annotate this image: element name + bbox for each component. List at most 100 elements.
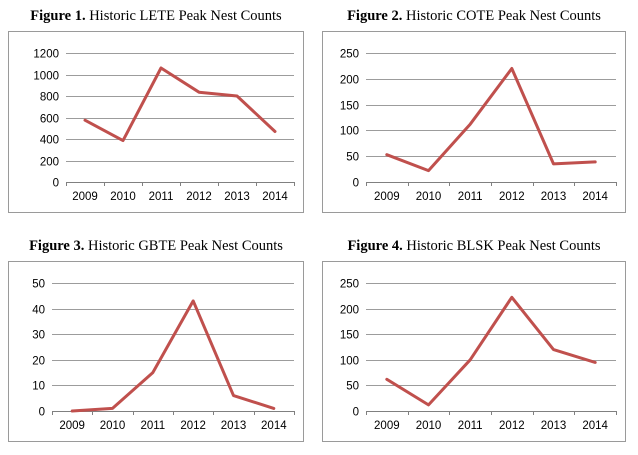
figure-number: Figure 2. (347, 8, 403, 24)
chart-panel-1: Figure 1. Historic LETE Peak Nest Counts… (8, 3, 304, 213)
y-tick-label: 250 (340, 279, 359, 291)
x-tick-label: 2009 (72, 191, 98, 203)
chart-title-text: Historic COTE Peak Nest Counts (406, 8, 601, 24)
y-tick-label: 1000 (33, 71, 59, 83)
line-chart-lete: 0 200 400 600 800 1000 1200 2009 2010 2011 2012 201… (33, 49, 295, 203)
line-chart-blsk: 0 50 100 150 200 250 2009 2010 2011 2012 2013 2014 (340, 279, 617, 432)
chart-title: Figure 4. Historic BLSK Peak Nest Counts (322, 233, 626, 259)
x-tick-label: 2014 (261, 420, 287, 432)
x-tick-label: 2009 (374, 191, 400, 203)
x-tick-label: 2014 (582, 191, 608, 203)
y-tick-label: 50 (346, 381, 359, 393)
chart-title: Figure 2. Historic COTE Peak Nest Counts (322, 3, 626, 29)
x-tick-label: 2013 (224, 191, 250, 203)
x-tick-label: 2010 (416, 191, 442, 203)
y-tick-label: 150 (340, 101, 359, 113)
y-tick-label: 800 (40, 92, 59, 104)
data-point (232, 394, 235, 397)
y-tick-label: 30 (32, 330, 45, 342)
data-point (111, 407, 114, 410)
chart-panel-2: Figure 2. Historic COTE Peak Nest Counts… (322, 3, 626, 213)
line-chart-gbte: 0 10 20 30 40 50 2009 2010 2011 2012 2013 2014 (32, 279, 295, 432)
y-tick-label: 50 (346, 152, 359, 164)
y-tick-label: 0 (53, 178, 59, 190)
x-tick-label: 2012 (180, 420, 206, 432)
figure-number: Figure 3. (29, 238, 85, 254)
y-tick-label: 10 (32, 381, 45, 393)
x-tick-label: 2011 (458, 420, 483, 432)
y-tick-label: 250 (340, 49, 359, 61)
x-tick-label: 2014 (262, 191, 288, 203)
y-tick-label: 600 (40, 114, 59, 126)
data-point (594, 160, 597, 163)
data-point (151, 371, 154, 374)
series-line (385, 295, 597, 407)
x-tick-label: 2010 (110, 191, 136, 203)
chart-title-text: Historic GBTE Peak Nest Counts (88, 238, 283, 254)
chart-frame: 0 200 400 600 800 1000 1200 2009 2010 2011 2012 201… (8, 31, 304, 213)
chart-title: Figure 3. Historic GBTE Peak Nest Counts (8, 233, 304, 259)
data-point (385, 153, 388, 156)
y-tick-label: 40 (32, 305, 45, 317)
data-point (385, 378, 388, 381)
y-tick-label: 1200 (33, 49, 59, 61)
data-point (160, 67, 163, 70)
x-tick-label: 2013 (221, 420, 247, 432)
data-point (236, 95, 239, 98)
figure-number: Figure 1. (30, 8, 86, 24)
data-point (192, 299, 195, 302)
series-line (70, 299, 276, 413)
y-tick-label: 100 (340, 356, 359, 368)
data-point (552, 162, 555, 165)
data-point (427, 169, 430, 172)
y-tick-label: 200 (340, 75, 359, 87)
data-point (469, 358, 472, 361)
series-line (385, 67, 597, 173)
chart-panel-3: Figure 3. Historic GBTE Peak Nest Counts… (8, 233, 304, 442)
y-tick-label: 20 (32, 356, 45, 368)
y-tick-label: 200 (40, 157, 59, 169)
data-point (510, 67, 513, 70)
x-tick-label: 2012 (186, 191, 212, 203)
chart-frame: 0 10 20 30 40 50 2009 2010 2011 2012 2013 2014 (8, 261, 304, 442)
data-point (198, 91, 201, 94)
figure-number: Figure 4. (347, 238, 403, 254)
data-point (122, 139, 125, 142)
x-tick-label: 2012 (499, 420, 525, 432)
x-tick-label: 2014 (582, 420, 608, 432)
x-tick-label: 2009 (374, 420, 400, 432)
chart-title-text: Historic BLSK Peak Nest Counts (406, 238, 601, 254)
y-tick-label: 100 (340, 126, 359, 138)
x-tick-label: 2012 (499, 191, 525, 203)
chart-frame: 0 50 100 150 200 250 2009 2010 2011 2012 2013 2014 (322, 261, 626, 442)
y-tick-label: 0 (353, 407, 359, 419)
data-point (274, 130, 277, 133)
chart-panel-4: Figure 4. Historic BLSK Peak Nest Counts… (322, 233, 626, 442)
chart-title-text: Historic LETE Peak Nest Counts (89, 8, 282, 24)
x-tick-label: 2010 (100, 420, 126, 432)
chart-frame: 0 50 100 150 200 250 2009 2010 2011 2012 2013 2014 (322, 31, 626, 213)
y-tick-label: 400 (40, 135, 59, 147)
x-tick-label: 2013 (541, 420, 567, 432)
data-point (552, 348, 555, 351)
series-line (83, 66, 277, 143)
y-tick-label: 0 (39, 407, 45, 419)
data-point (594, 361, 597, 364)
x-tick-label: 2011 (458, 191, 483, 203)
y-tick-label: 150 (340, 330, 359, 342)
y-tick-label: 50 (32, 279, 45, 291)
chart-title: Figure 1. Historic LETE Peak Nest Counts (8, 3, 304, 29)
data-point (469, 123, 472, 126)
data-point (510, 296, 513, 299)
line-chart-cote: 0 50 100 150 200 250 2009 2010 2011 2012 2013 2014 (340, 49, 617, 203)
data-point (427, 403, 430, 406)
data-point (272, 407, 275, 410)
data-point (84, 119, 87, 122)
x-tick-label: 2011 (149, 191, 174, 203)
y-tick-label: 0 (353, 178, 359, 190)
data-point (71, 410, 74, 413)
x-tick-label: 2011 (140, 420, 165, 432)
x-tick-label: 2013 (541, 191, 567, 203)
x-tick-label: 2009 (59, 420, 85, 432)
x-tick-label: 2010 (416, 420, 442, 432)
